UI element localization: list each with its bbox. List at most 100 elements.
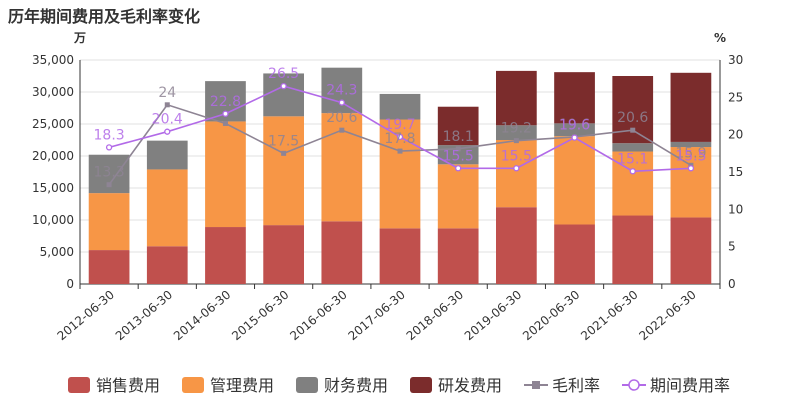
x-tick-label: 2014-06-30 (171, 288, 233, 344)
bar-管理费用 (205, 121, 246, 228)
data-label-毛利率: 20.6 (326, 110, 357, 126)
legend-swatch-研发费用 (410, 377, 432, 393)
point-期间费用率 (629, 168, 636, 175)
bar-财务费用 (496, 125, 537, 140)
x-tick-label: 2012-06-30 (55, 288, 117, 344)
bar-管理费用 (554, 136, 595, 225)
bar-财务费用 (670, 141, 712, 148)
y-left-tick-label: 5,000 (40, 245, 74, 259)
y-right-tick-label: 10 (728, 202, 743, 216)
y-left-tick-label: 35,000 (32, 53, 74, 67)
chart-title: 历年期间费用及毛利率变化 (8, 7, 201, 26)
point-期间费用率 (687, 165, 695, 172)
point-期间费用率 (571, 134, 578, 141)
point-毛利率 (513, 138, 519, 144)
y-right-tick-label: 25 (728, 90, 743, 104)
point-期间费用率 (338, 99, 345, 106)
bar-管理费用 (496, 140, 537, 208)
x-tick-label: 2016-06-30 (287, 288, 349, 344)
bar-研发费用 (670, 72, 712, 142)
data-label-毛利率: 17.8 (384, 131, 415, 147)
data-label-毛利率: 17.5 (268, 133, 299, 149)
bar-管理费用 (146, 169, 188, 247)
point-毛利率 (106, 182, 112, 188)
legend-label-期间费用率: 期间费用率 (650, 376, 730, 395)
legend-label-研发费用: 研发费用 (438, 376, 502, 395)
bar-销售费用 (321, 221, 363, 284)
point-期间费用率 (513, 165, 520, 172)
data-label-毛利率: 24 (158, 85, 176, 101)
data-label-期间费用率: 19.7 (384, 117, 415, 133)
point-毛利率 (164, 102, 170, 108)
x-tick-label: 2020-06-30 (520, 288, 582, 344)
legend-swatch-财务费用 (296, 377, 318, 393)
data-label-期间费用率: 18.3 (94, 127, 125, 143)
point-毛利率 (397, 148, 403, 154)
bar-财务费用 (379, 93, 421, 120)
x-tick-label: 2018-06-30 (404, 288, 466, 344)
bar-财务费用 (263, 73, 304, 117)
bar-销售费用 (88, 250, 130, 284)
legend-label-财务费用: 财务费用 (324, 376, 388, 395)
point-毛利率 (222, 120, 228, 126)
x-tick-label: 2019-06-30 (462, 288, 524, 344)
x-tick-label: 2015-06-30 (229, 288, 291, 344)
bar-管理费用 (670, 147, 712, 218)
x-tick-label: 2017-06-30 (345, 288, 407, 344)
data-label-期间费用率: 19.6 (559, 118, 590, 134)
bar-销售费用 (612, 215, 654, 284)
bar-财务费用 (554, 123, 595, 137)
legend-label-销售费用: 销售费用 (96, 376, 160, 395)
data-label-毛利率: 15.9 (675, 145, 706, 161)
legend-label-管理费用: 管理费用 (210, 376, 274, 395)
data-label-期间费用率: 22.8 (210, 94, 241, 110)
data-label-毛利率: 20.6 (617, 110, 648, 126)
point-期间费用率 (396, 133, 404, 141)
bar-销售费用 (437, 228, 479, 284)
bar-销售费用 (205, 227, 246, 284)
bar-销售费用 (379, 228, 421, 284)
y-right-tick-label: 15 (728, 165, 743, 179)
bar-销售费用 (554, 224, 595, 284)
y-left-tick-label: 20,000 (32, 149, 74, 163)
point-期间费用率 (455, 165, 462, 172)
point-毛利率 (281, 150, 287, 156)
point-期间费用率 (164, 128, 171, 135)
data-label-期间费用率: 15.5 (501, 148, 532, 164)
data-label-期间费用率: 26.5 (268, 66, 299, 82)
y-right-tick-label: 0 (728, 277, 736, 291)
bar-研发费用 (554, 72, 595, 124)
y-right-tick-label: 20 (728, 128, 743, 142)
data-label-期间费用率: 15.5 (675, 148, 706, 164)
data-label-毛利率: 13.3 (94, 165, 125, 181)
data-label-期间费用率: 24.3 (326, 83, 357, 99)
y-left-tick-label: 10,000 (32, 213, 74, 227)
data-label-毛利率: 19.2 (501, 121, 532, 137)
y-left-unit: 万 (73, 31, 86, 45)
legend-swatch-管理费用 (182, 377, 204, 393)
point-毛利率 (630, 127, 636, 133)
bar-财务费用 (146, 140, 188, 170)
x-tick-label: 2022-06-30 (636, 288, 698, 344)
point-期间费用率 (280, 82, 287, 90)
bar-研发费用 (496, 70, 537, 126)
bar-销售费用 (263, 225, 304, 284)
bar-财务费用 (612, 143, 654, 152)
point-毛利率 (339, 127, 345, 133)
legend-label-毛利率: 毛利率 (552, 376, 600, 395)
bar-研发费用 (437, 106, 479, 146)
point-毛利率 (455, 146, 461, 152)
y-right-unit: % (714, 31, 726, 45)
legend-marker-期间费用率 (628, 379, 640, 391)
data-label-毛利率: 19.6 (559, 117, 590, 133)
x-tick-label: 2021-06-30 (578, 288, 640, 344)
point-期间费用率 (105, 144, 113, 151)
y-left-tick-label: 25,000 (32, 117, 74, 131)
y-right-tick-label: 5 (728, 240, 736, 254)
bar-管理费用 (88, 193, 130, 251)
data-label-毛利率: 18.1 (443, 129, 474, 145)
point-期间费用率 (222, 110, 229, 117)
y-left-tick-label: 15,000 (32, 181, 74, 195)
data-label-期间费用率: 20.4 (152, 112, 183, 128)
